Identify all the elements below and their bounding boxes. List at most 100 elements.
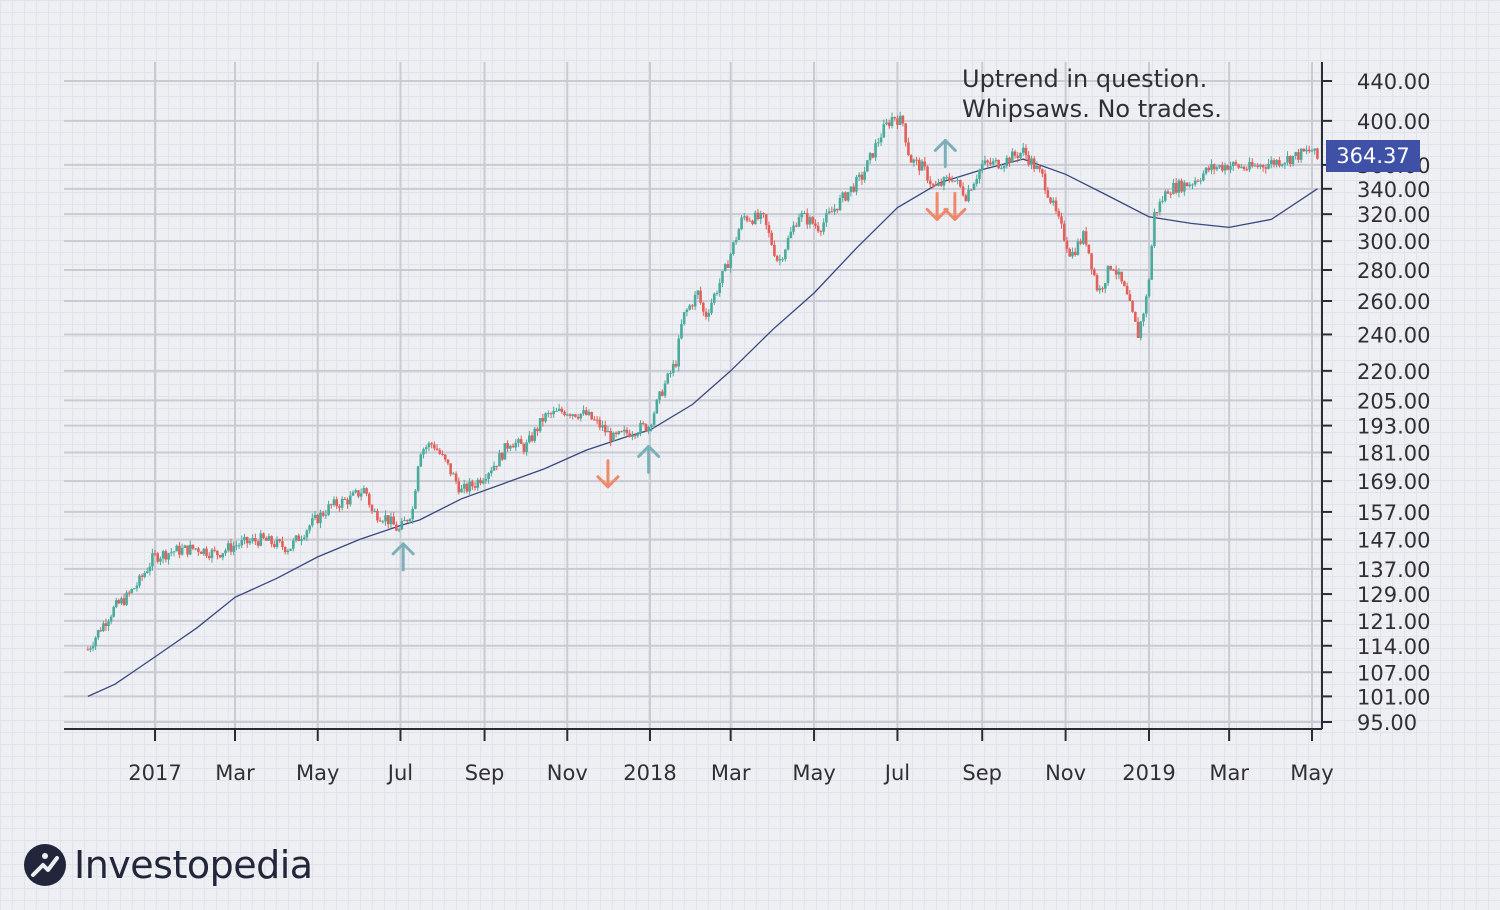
candle [1136, 317, 1140, 338]
candle [740, 215, 743, 231]
candle [232, 541, 235, 556]
candle [161, 549, 165, 564]
candle [1065, 237, 1069, 254]
candle [153, 550, 157, 557]
candle [1150, 244, 1154, 281]
sell-signal-arrow-icon [925, 191, 949, 221]
candle [959, 179, 962, 188]
candle [221, 553, 225, 561]
candle [887, 119, 891, 129]
candle [86, 646, 90, 651]
candle [1215, 165, 1219, 172]
candle [381, 519, 385, 524]
y-tick-label: 240.00 [1357, 323, 1430, 347]
candle [107, 619, 110, 631]
candle [1291, 155, 1295, 167]
candle [1231, 161, 1235, 172]
candle [316, 513, 320, 524]
candle [707, 309, 711, 322]
candle [278, 538, 282, 543]
candle [628, 429, 631, 438]
candle [1297, 148, 1300, 163]
candle [934, 180, 938, 187]
candle [816, 221, 820, 233]
candle [367, 492, 371, 508]
candle [715, 290, 719, 296]
candle [773, 240, 776, 257]
candle [953, 180, 957, 183]
candle [846, 191, 850, 203]
candle [1071, 247, 1074, 259]
y-tick-label: 205.00 [1357, 389, 1430, 413]
y-tick-label: 95.00 [1357, 711, 1417, 735]
candle [1041, 168, 1044, 178]
candle [1060, 212, 1063, 229]
candle [696, 289, 700, 300]
candle [890, 112, 894, 129]
candle [931, 182, 935, 189]
candle [598, 416, 602, 431]
candle [1202, 170, 1205, 182]
candle [863, 166, 866, 183]
candle [666, 372, 670, 385]
candle [89, 646, 92, 653]
candle [549, 411, 553, 419]
candle [138, 574, 141, 588]
candle [243, 533, 246, 545]
candle [340, 496, 344, 511]
candle [907, 137, 910, 156]
candle [1240, 163, 1243, 169]
candle [718, 278, 722, 297]
candle [606, 426, 610, 433]
candle [302, 534, 306, 541]
candle [579, 413, 583, 422]
candle [827, 207, 831, 215]
candle [164, 549, 168, 563]
candle [354, 488, 358, 494]
candle [403, 516, 406, 522]
candle [506, 440, 509, 452]
candle [538, 418, 542, 433]
candle [151, 548, 154, 571]
candle [1131, 300, 1134, 313]
candle [661, 389, 664, 397]
candle [145, 567, 149, 574]
candle [330, 503, 333, 509]
candle [871, 153, 875, 159]
candle [332, 496, 336, 507]
candle [860, 171, 864, 185]
candle [762, 212, 765, 218]
candle [825, 209, 828, 227]
candle [484, 474, 488, 484]
candle [251, 534, 254, 544]
candle [625, 427, 629, 437]
candle [639, 420, 642, 437]
candle [297, 533, 301, 542]
candle [117, 598, 121, 605]
candle [197, 546, 200, 556]
x-tick-label: Mar [711, 761, 751, 785]
candle [620, 430, 623, 433]
candle [874, 139, 877, 162]
candle [143, 570, 146, 579]
candle [669, 370, 672, 378]
candle [830, 206, 834, 213]
candle [495, 465, 499, 471]
candle [969, 188, 973, 191]
candle [216, 550, 219, 560]
candle [254, 533, 257, 545]
candle [1082, 230, 1085, 246]
candle [937, 178, 940, 187]
candle [904, 123, 907, 147]
candle [1016, 152, 1020, 163]
candle [427, 441, 431, 451]
candle [603, 420, 607, 436]
candle [764, 213, 768, 230]
investopedia-logo-icon [24, 844, 66, 886]
candle [1237, 163, 1240, 170]
candle [283, 546, 287, 555]
candle [1106, 265, 1110, 286]
candle [449, 463, 452, 477]
candle [622, 425, 626, 436]
candle [1002, 165, 1006, 173]
